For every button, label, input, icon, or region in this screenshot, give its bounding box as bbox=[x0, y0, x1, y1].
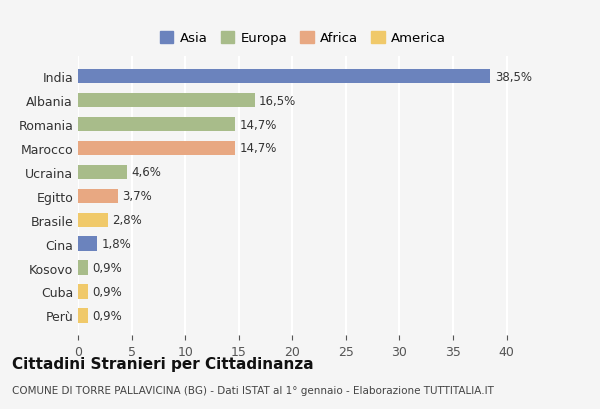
Text: 2,8%: 2,8% bbox=[112, 213, 142, 227]
Text: 4,6%: 4,6% bbox=[131, 166, 161, 179]
Text: 16,5%: 16,5% bbox=[259, 94, 296, 108]
Legend: Asia, Europa, Africa, America: Asia, Europa, Africa, America bbox=[156, 28, 450, 49]
Bar bbox=[78, 165, 127, 180]
Text: 1,8%: 1,8% bbox=[101, 238, 131, 250]
Text: 0,9%: 0,9% bbox=[92, 261, 122, 274]
Text: 3,7%: 3,7% bbox=[122, 190, 152, 203]
Text: COMUNE DI TORRE PALLAVICINA (BG) - Dati ISTAT al 1° gennaio - Elaborazione TUTTI: COMUNE DI TORRE PALLAVICINA (BG) - Dati … bbox=[12, 384, 494, 395]
Bar bbox=[78, 213, 108, 227]
Text: 14,7%: 14,7% bbox=[240, 142, 277, 155]
Bar bbox=[78, 285, 88, 299]
Bar bbox=[78, 308, 88, 323]
Bar bbox=[78, 70, 491, 84]
Text: 14,7%: 14,7% bbox=[240, 118, 277, 131]
Bar bbox=[78, 237, 97, 251]
Bar bbox=[78, 94, 255, 108]
Text: 38,5%: 38,5% bbox=[495, 71, 532, 83]
Text: 0,9%: 0,9% bbox=[92, 285, 122, 298]
Bar bbox=[78, 189, 118, 203]
Text: Cittadini Stranieri per Cittadinanza: Cittadini Stranieri per Cittadinanza bbox=[12, 356, 314, 371]
Bar bbox=[78, 118, 235, 132]
Text: 0,9%: 0,9% bbox=[92, 309, 122, 322]
Bar bbox=[78, 142, 235, 156]
Bar bbox=[78, 261, 88, 275]
